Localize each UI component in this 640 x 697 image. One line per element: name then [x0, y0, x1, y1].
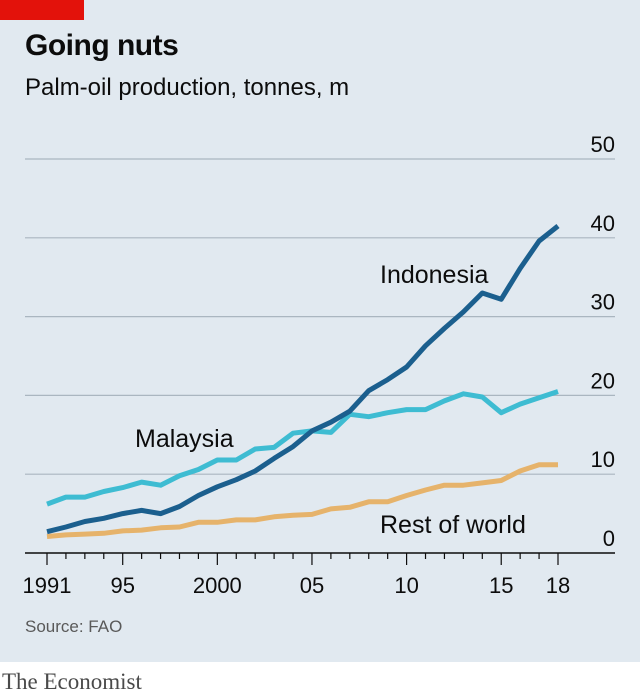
brand-red-tag	[0, 0, 84, 20]
series-line-rest-of-world	[46, 462, 558, 539]
x-tick-label-2010: 10	[394, 573, 418, 598]
series-line-indonesia	[46, 224, 560, 535]
economist-logo-text: The Economist	[2, 669, 142, 694]
chart-title: Going nuts	[25, 29, 179, 62]
gridlines	[25, 158, 615, 475]
x-tick-label-2015: 15	[489, 573, 513, 598]
series-line-malaysia	[46, 389, 559, 507]
y-tick-label-40: 40	[591, 211, 615, 236]
y-tick-label-20: 20	[591, 368, 615, 393]
series-labels: Indonesia Malaysia Rest of world	[135, 261, 526, 539]
y-tick-label-0: 0	[603, 526, 615, 551]
line-chart: 0 10 20 30 40 50 1991 95 2000 05 10 15 18 Indonesia…	[23, 132, 615, 598]
series-lines	[46, 224, 560, 539]
series-label-malaysia: Malaysia	[135, 425, 234, 453]
y-tick-label-30: 30	[591, 290, 615, 315]
chart-subtitle: Palm-oil production, tonnes, m	[25, 74, 350, 101]
source-note: Source: FAO	[25, 617, 123, 636]
x-tick-label-2005: 05	[300, 573, 324, 598]
x-tick-label-2018: 18	[546, 573, 570, 598]
series-label-indonesia: Indonesia	[380, 261, 489, 289]
x-axis: 1991 95 2000 05 10 15 18	[23, 552, 615, 598]
x-tick-label-1991: 1991	[23, 573, 72, 598]
y-axis-ticks: 0 10 20 30 40 50	[591, 132, 615, 551]
x-tick-label-1995: 95	[110, 573, 134, 598]
chart-panel	[0, 0, 640, 662]
y-tick-label-50: 50	[591, 132, 615, 157]
y-tick-label-10: 10	[591, 447, 615, 472]
series-label-rest-of-world: Rest of world	[380, 511, 526, 539]
x-tick-label-2000: 2000	[193, 573, 242, 598]
